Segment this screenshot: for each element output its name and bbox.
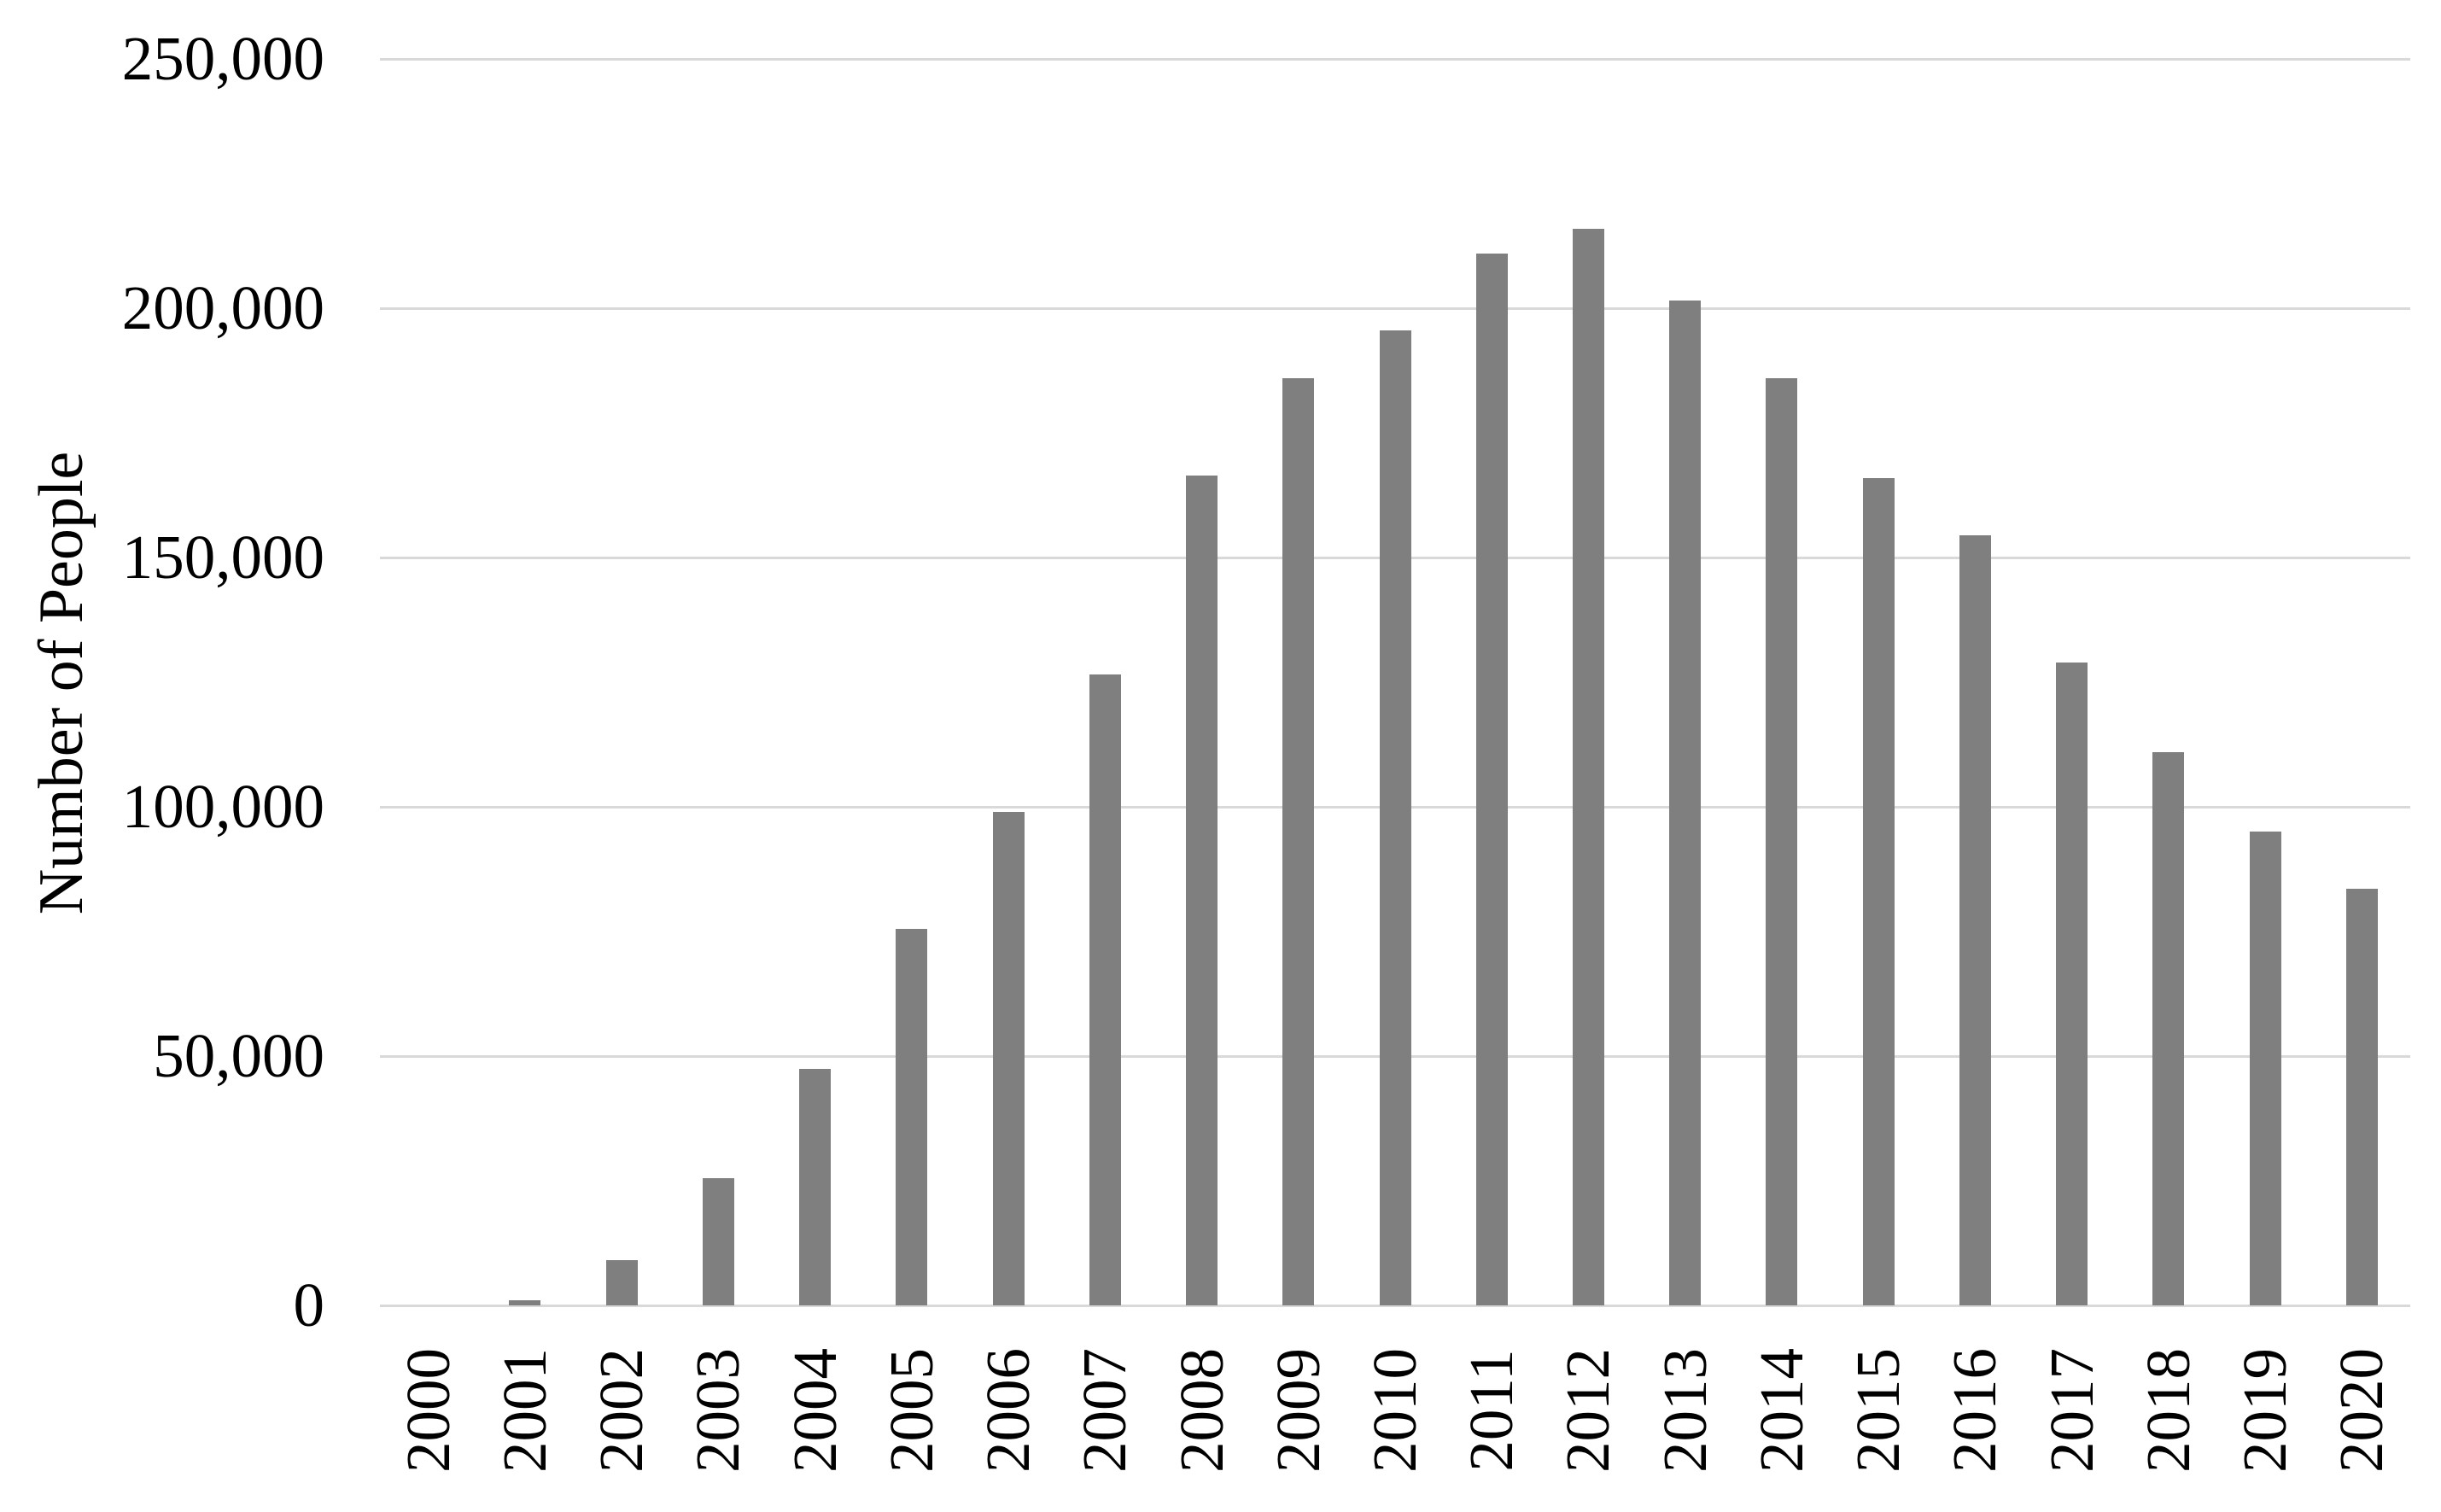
bar-2010: [1380, 330, 1411, 1305]
gridline: [380, 57, 2410, 61]
x-axis-tick-label: 2015: [1843, 1348, 1913, 1473]
y-axis-tick-label: 200,000: [121, 273, 324, 342]
bar-2015: [1863, 478, 1895, 1305]
bar-2002: [606, 1260, 638, 1305]
x-axis-tick-label: 2005: [877, 1348, 946, 1473]
x-axis-tick-label: 2000: [394, 1348, 463, 1473]
x-axis-tick-label: 2009: [1264, 1348, 1333, 1473]
x-axis-tick-label: 2012: [1553, 1348, 1622, 1473]
bar-2003: [703, 1178, 734, 1305]
x-axis-tick-label: 2001: [490, 1348, 559, 1473]
x-axis-tick-label: 2007: [1070, 1348, 1139, 1473]
x-axis-tick-label: 2018: [2134, 1348, 2203, 1473]
x-axis-tick-label: 2017: [2037, 1348, 2106, 1473]
bar-2008: [1186, 476, 1218, 1305]
x-axis-tick-label: 2002: [587, 1348, 656, 1473]
bar-2011: [1476, 254, 1508, 1305]
bar-2018: [2152, 752, 2184, 1305]
bar-2020: [2346, 889, 2378, 1305]
bar-2005: [896, 929, 927, 1305]
bar-2009: [1282, 378, 1314, 1305]
x-axis-tick-label: 2019: [2230, 1348, 2299, 1473]
x-axis-tick-label: 2020: [2327, 1348, 2396, 1473]
x-axis-tick-label: 2014: [1747, 1348, 1816, 1473]
bar-2001: [509, 1300, 540, 1305]
y-axis-tick-label: 100,000: [121, 772, 324, 841]
x-axis-tick-label: 2003: [683, 1348, 752, 1473]
x-axis-tick-label: 2016: [1940, 1348, 2009, 1473]
bar-2012: [1573, 229, 1604, 1305]
y-axis-tick-label: 150,000: [121, 522, 324, 592]
bar-2004: [799, 1069, 831, 1305]
y-axis-tick-label: 0: [293, 1270, 325, 1340]
x-axis-tick-label: 2006: [973, 1348, 1042, 1473]
gridline: [380, 306, 2410, 310]
y-axis-title: Number of People: [26, 451, 96, 915]
bar-2019: [2250, 832, 2281, 1305]
bar-2014: [1766, 378, 1797, 1305]
x-axis-tick-label: 2013: [1650, 1348, 1720, 1473]
x-axis-line: [380, 1304, 2410, 1307]
x-axis-tick-label: 2008: [1167, 1348, 1236, 1473]
bar-2017: [2056, 663, 2088, 1305]
x-axis-tick-label: 2010: [1360, 1348, 1429, 1473]
bar-2013: [1669, 301, 1701, 1305]
bar-2006: [993, 812, 1025, 1305]
bar-2007: [1089, 674, 1121, 1305]
bar-2016: [1959, 535, 1991, 1305]
x-axis-tick-label: 2011: [1457, 1349, 1526, 1472]
y-axis-tick-label: 50,000: [153, 1021, 324, 1090]
x-axis-tick-label: 2004: [780, 1348, 850, 1473]
y-axis-tick-label: 250,000: [121, 24, 324, 93]
